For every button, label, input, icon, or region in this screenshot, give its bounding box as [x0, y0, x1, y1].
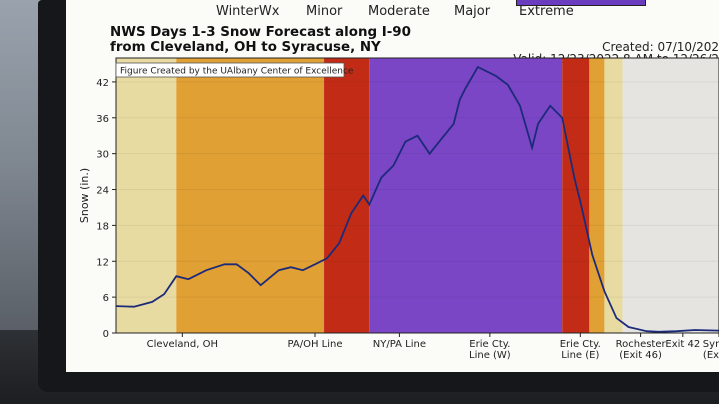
x-tick-label: Syr (Ex — [703, 339, 719, 361]
legend-label-moderate: Moderate — [368, 4, 430, 19]
legend-label-winterwx: WinterWx — [216, 4, 280, 19]
legend-label-major: Major — [454, 4, 491, 19]
chart-title-line1: NWS Days 1-3 Snow Forecast along I-90 — [110, 25, 411, 40]
credit-text: Figure Created by the UAlbany Center of … — [120, 67, 354, 77]
legend-label-minor: Minor — [306, 4, 343, 19]
impact-band-winterwx — [604, 58, 623, 333]
x-tick-label: NY/PA Line — [373, 339, 426, 350]
chart-title: NWS Days 1-3 Snow Forecast along I-90 fr… — [110, 25, 411, 55]
impact-band-minor — [589, 58, 605, 333]
created-text: Created: 07/10/202 — [602, 40, 719, 54]
y-tick-label: 12 — [96, 257, 109, 268]
impact-band-winterwx — [116, 58, 177, 333]
credit-box: Figure Created by the UAlbany Center of … — [115, 62, 354, 78]
snow-forecast-line — [115, 65, 719, 333]
impact-band-minor — [176, 58, 325, 333]
y-tick-label: 0 — [103, 329, 109, 340]
x-tick-label: Cleveland, OH — [147, 339, 218, 350]
y-tick-label: 42 — [96, 78, 109, 89]
impact-bands — [116, 58, 719, 333]
impact-band-light — [622, 58, 719, 333]
y-axis-ticks: 0 6 12 18 24 30 36 42 — [96, 78, 116, 340]
x-tick-label: Exit 42 — [665, 339, 700, 350]
legend-extreme-swatch — [516, 0, 646, 6]
y-tick-label: 6 — [103, 293, 109, 304]
y-tick-label: 36 — [96, 114, 109, 125]
x-tick-label: Erie Cty. Line (E) — [560, 339, 601, 361]
snow-chart: 0 6 12 18 24 30 36 42 Cleveland, OH PA/OH Line NY… — [78, 57, 719, 361]
y-axis-label: Snow (in.) — [78, 168, 91, 223]
monitor-screen: WinterWx Minor Moderate Major Extreme NW… — [66, 0, 719, 372]
x-tick-label: Rochester (Exit 46) — [616, 339, 667, 361]
plot-frame — [115, 57, 719, 334]
impact-legend: WinterWx Minor Moderate Major Extreme — [66, 0, 719, 26]
impact-band-major — [324, 58, 370, 333]
impact-band-major — [562, 58, 590, 333]
x-tick-label: Erie Cty. Line (W) — [469, 339, 511, 361]
chart-title-line2: from Cleveland, OH to Syracuse, NY — [110, 40, 381, 55]
x-tick-label: PA/OH Line — [287, 339, 342, 350]
legend-label-extreme: Extreme — [519, 4, 574, 19]
y-tick-label: 24 — [96, 186, 109, 197]
y-tick-label: 30 — [96, 150, 109, 161]
impact-band-extreme — [369, 58, 563, 333]
y-tick-label: 18 — [96, 221, 109, 232]
x-axis-ticks: Cleveland, OH PA/OH Line NY/PA Line Erie Ct… — [147, 333, 719, 361]
